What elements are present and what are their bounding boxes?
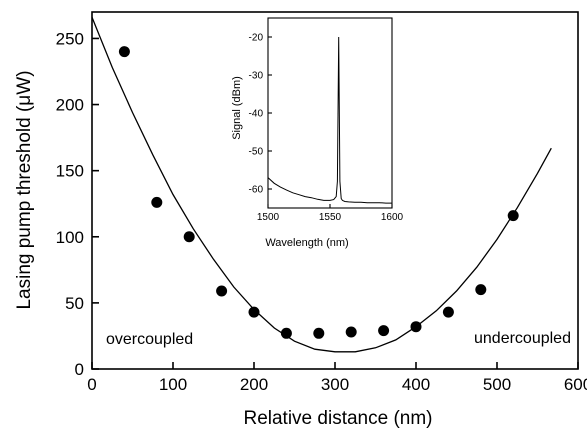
annotation-undercoupled: undercoupled (474, 330, 571, 347)
data-point (475, 284, 487, 296)
inset-y-tick-label: -60 (249, 185, 264, 196)
inset-y-tick-label: -30 (249, 71, 264, 82)
data-point (378, 325, 390, 337)
y-tick-label: 100 (56, 228, 84, 247)
x-tick-label: 500 (483, 375, 511, 394)
y-tick-label: 250 (56, 29, 84, 48)
data-point (151, 196, 163, 208)
fit-curve (91, 17, 552, 353)
data-point (345, 326, 357, 338)
data-point (118, 46, 130, 58)
x-axis-label: Relative distance (nm) (243, 408, 432, 429)
y-tick-label: 0 (75, 360, 84, 379)
inset-y-tick-label: -20 (249, 33, 264, 44)
x-tick-label: 600 (564, 375, 587, 394)
inset-y-tick-label: -40 (249, 109, 264, 120)
inset-x-tick-label: 1600 (381, 212, 404, 223)
data-point (507, 210, 519, 222)
x-tick-label: 400 (402, 375, 430, 394)
inset-y-axis-label: Signal (dBm) (231, 76, 243, 140)
data-point (313, 327, 325, 339)
main-plot: 0 100 200 300 400 500 600 0 50 100 150 200 250 (56, 11, 587, 394)
inset-x-tick-label: 1550 (319, 212, 342, 223)
y-axis-label: Lasing pump threshold (μW) (14, 70, 35, 309)
inset-background (268, 18, 392, 208)
x-tick-label: 200 (240, 375, 268, 394)
x-tick-label: 100 (159, 375, 187, 394)
inset-plot: 1500 1550 1600 -20 -30 -40 -50 -60 (249, 17, 404, 223)
y-tick-label: 50 (65, 294, 84, 313)
y-tick-label: 150 (56, 162, 84, 181)
x-tick-label: 300 (321, 375, 349, 394)
inset-y-tick-label: -50 (249, 147, 264, 158)
data-point (216, 285, 228, 297)
inset-x-tick-label: 1500 (257, 212, 280, 223)
annotation-overcoupled: overcoupled (106, 331, 193, 348)
inset-spectrum-line (267, 36, 392, 204)
x-tick-label: 0 (87, 375, 96, 394)
data-point (183, 231, 195, 243)
data-point (442, 306, 454, 318)
y-tick-label: 200 (56, 96, 84, 115)
data-point (248, 306, 260, 318)
data-point (410, 321, 422, 333)
inset-x-axis-label: Wavelength (nm) (265, 237, 348, 249)
data-point (280, 327, 292, 339)
